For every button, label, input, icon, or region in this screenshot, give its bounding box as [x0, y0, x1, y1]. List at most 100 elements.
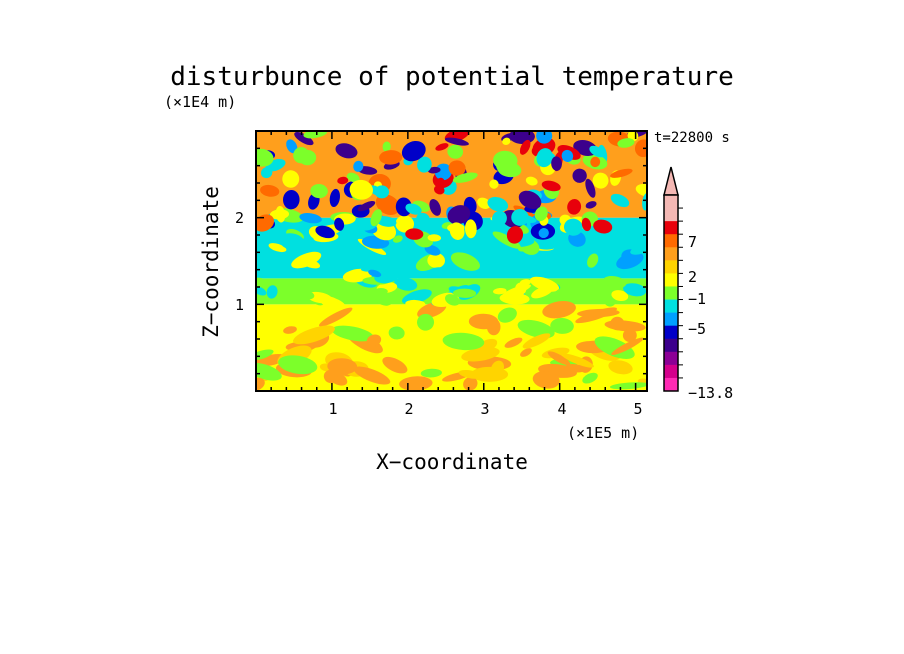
- contour-blob-2-34: [424, 244, 441, 256]
- y-unit-label: (×1E4 m): [164, 93, 236, 111]
- contour-blob-0-68: [504, 337, 523, 348]
- contour-blob-3-38: [525, 176, 538, 186]
- contour-blob-3-124: [353, 160, 364, 172]
- contour-blob-2-51: [492, 231, 521, 249]
- contour-blob-3-27: [626, 224, 647, 245]
- contour-blob-3-77: [299, 213, 322, 224]
- contour-blob-2-7: [361, 263, 387, 272]
- contour-blob-0-26: [382, 356, 408, 374]
- contour-blob-3-131: [610, 193, 630, 208]
- x-tick-label-4: 4: [557, 400, 566, 418]
- contour-blob-3-127: [519, 139, 531, 155]
- contour-blob-0-38: [283, 326, 297, 334]
- colorbar-cell-11: [664, 338, 678, 353]
- contour-blob-3-136: [282, 170, 300, 188]
- contour-blob-3-112: [617, 138, 635, 148]
- contour-blob-3-17: [334, 217, 345, 231]
- contour-blob-3-90: [593, 219, 613, 234]
- contour-blob-1-22: [256, 277, 266, 287]
- contour-blob-3-96: [329, 188, 340, 208]
- contour-blob-2-26: [268, 243, 287, 253]
- contour-blob-3-73: [444, 137, 469, 146]
- colorbar-cell-8: [664, 299, 678, 313]
- contour-blob-3-138: [581, 217, 592, 232]
- contour-blob-2-41: [392, 235, 403, 243]
- contour-blob-0-34: [520, 348, 532, 357]
- plot-frame: [255, 130, 648, 392]
- contour-blob-0-12: [608, 360, 633, 375]
- contour-blob-3-142: [492, 210, 507, 227]
- colorbar-cell-14: [664, 377, 678, 392]
- contour-blob-0-57: [468, 313, 499, 330]
- contour-plot-area: [256, 131, 647, 391]
- contour-blob-2-50: [505, 251, 524, 266]
- contour-blob-3-133: [536, 148, 553, 168]
- contour-blob-1-4: [611, 290, 629, 302]
- colorbar-cell-12: [664, 351, 678, 366]
- contour-blob-0-67: [323, 369, 338, 384]
- contour-blob-1-44: [452, 288, 477, 298]
- y-tick-label-2: 2: [235, 209, 244, 227]
- contour-blob-3-60: [435, 143, 449, 151]
- contour-blob-0-43: [463, 376, 478, 391]
- x-unit-label: (×1E5 m): [567, 424, 639, 442]
- contour-blob-1-29: [529, 276, 560, 292]
- contour-blob-3-137: [506, 226, 524, 244]
- contour-blob-3-144: [585, 201, 597, 209]
- contour-blob-3-98: [538, 228, 549, 239]
- contour-blob-3-139: [275, 206, 286, 223]
- contour-blob-2-20: [368, 269, 382, 278]
- contour-blob-0-24: [497, 307, 517, 323]
- y-tick-label-1: 1: [235, 296, 244, 314]
- contour-blob-1-37: [553, 286, 573, 300]
- contour-blob-1-12: [603, 276, 627, 289]
- contour-blob-0-51: [256, 362, 282, 381]
- contour-blob-0-44: [609, 382, 647, 390]
- contour-blob-1-30: [344, 288, 368, 298]
- contour-blob-0-42: [594, 336, 635, 360]
- chart-title: disturbunce of potential temperature: [170, 62, 734, 92]
- colorbar-cell-13: [664, 364, 678, 379]
- contour-blob-3-109: [585, 178, 596, 198]
- contour-blob-3-76: [567, 199, 582, 215]
- contour-blob-3-15: [477, 197, 491, 209]
- contour-blob-2-43: [291, 251, 322, 269]
- colorbar-cell-5: [664, 260, 678, 274]
- contour-blob-3-128: [429, 199, 441, 216]
- contour-blob-3-95: [427, 166, 441, 174]
- contour-blob-3-145: [256, 148, 274, 167]
- colorbar-label-minus13-8: −13.8: [688, 384, 733, 402]
- contour-blob-3-99: [502, 137, 511, 145]
- contour-blob-0-62: [458, 369, 483, 379]
- contour-blob-3-69: [448, 160, 466, 176]
- contour-blob-3-94: [592, 172, 609, 189]
- contour-blob-3-57: [335, 143, 358, 159]
- contour-blob-3-23: [294, 132, 314, 146]
- contour-blob-3-93: [495, 155, 513, 174]
- contour-blob-0-31: [256, 349, 274, 361]
- contour-blob-3-70: [310, 184, 328, 199]
- contour-blob-0-49: [442, 332, 485, 351]
- contour-blob-3-55: [315, 225, 335, 239]
- contour-blob-3-45: [376, 216, 397, 227]
- contour-blob-3-134: [417, 156, 432, 173]
- colorbar-label-minus1: −1: [688, 290, 706, 308]
- contour-blob-2-3: [608, 229, 624, 247]
- contour-blob-3-129: [405, 203, 422, 215]
- contour-blob-3-79: [464, 219, 477, 239]
- y-axis-ticks: [256, 147, 647, 375]
- contour-blob-3-118: [370, 209, 382, 227]
- y-axis-title: Z−coordinate: [199, 186, 223, 338]
- contour-blob-3-120: [589, 145, 605, 158]
- contour-blob-1-33: [296, 289, 315, 300]
- colorbar-frame: [663, 194, 679, 392]
- contour-blob-0-41: [542, 301, 576, 319]
- x-tick-label-3: 3: [480, 400, 489, 418]
- colorbar-cell-6: [664, 273, 678, 287]
- contour-blob-1-27: [374, 269, 399, 284]
- contour-blob-1-43: [444, 294, 460, 306]
- contour-blob-3-97: [401, 141, 426, 162]
- contour-blob-1-5: [394, 277, 418, 291]
- contour-blob-0-59: [293, 325, 335, 345]
